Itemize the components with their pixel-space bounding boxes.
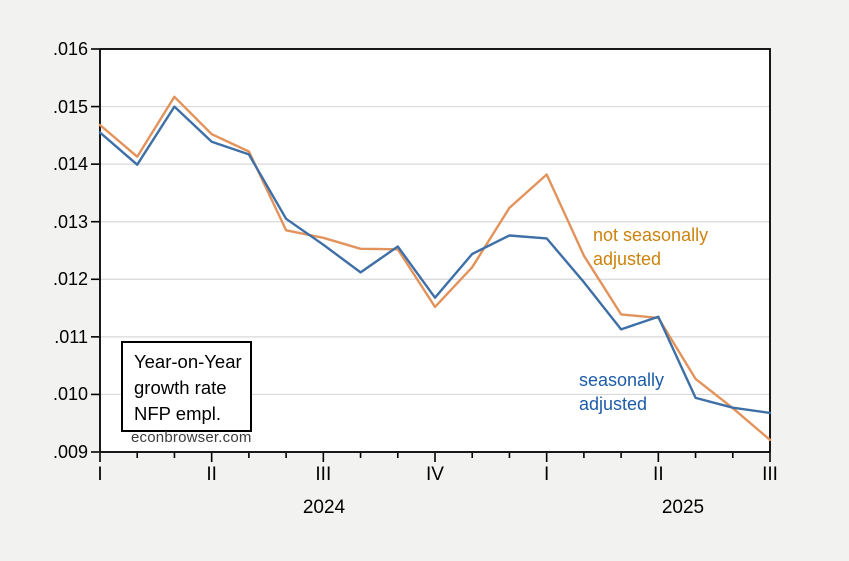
x-axis-quarter-label: III [315,464,332,485]
x-axis-quarter-label: III [762,464,778,485]
x-axis-quarter-label: II [206,464,217,485]
y-axis-tick-label: .014 [52,154,88,175]
series-label-seasonally-adjusted: seasonally adjusted [579,368,664,416]
x-axis-quarter-label: II [653,464,664,485]
y-axis-tick-label: .016 [52,39,88,59]
series-label-not-seasonally-adjusted: not seasonally adjusted [593,223,708,271]
x-axis-year-label-2025: 2025 [661,497,705,518]
series-label-line: not seasonally [593,225,709,245]
y-axis-tick-label: .009 [52,442,88,462]
x-axis-quarter-label: I [97,464,103,485]
y-axis-tick-label: .012 [52,269,88,290]
watermark-econbrowser: econbrowser.com [131,429,252,446]
annotation-line: Year-on-Year [134,351,242,372]
y-axis-tick-label: .013 [52,211,88,232]
x-axis-year-label-2024: 2024 [302,497,346,518]
y-axis-tick-label: .010 [52,384,88,405]
plot-frame [99,48,771,453]
series-label-line: seasonally [579,370,665,390]
x-axis-quarter-label: I [544,464,550,485]
annotation-line: growth rate [134,377,227,398]
y-axis-tick-label: .015 [52,96,88,117]
line-seasonally-adjusted [98,105,772,415]
series-label-line: adjusted [593,249,662,269]
x-axis-quarter-label: IV [426,464,444,485]
annotation-line: NFP empl. [134,403,222,424]
series-label-line: adjusted [579,394,648,414]
y-axis-tick-label: .011 [54,326,88,347]
annotation-box: Year-on-Year growth rate NFP empl. [121,341,252,432]
